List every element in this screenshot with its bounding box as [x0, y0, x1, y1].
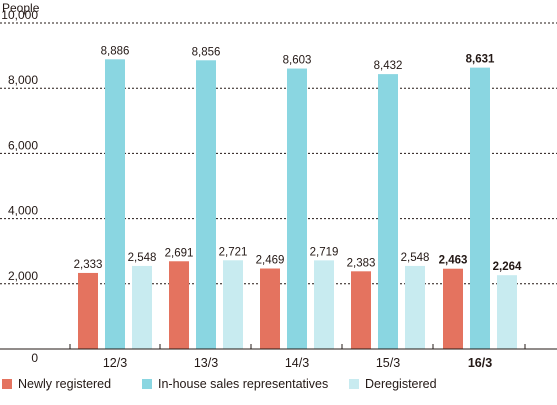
- bar-newly-registered-12-3: [78, 272, 98, 349]
- data-label-in-house-sales-representatives-13-3: 8,856: [192, 46, 221, 58]
- data-label-in-house-sales-representatives-12-3: 8,886: [101, 45, 130, 57]
- bar-deregistered-12-3: [132, 265, 152, 349]
- data-labels: 2,333 8,886 2,548 2,691 8,856 2,721 2,469 8,603…: [74, 45, 522, 273]
- data-label-newly-registered-13-3: 2,691: [165, 247, 194, 259]
- legend-item-in-house-sales: In-house sales representatives: [142, 377, 328, 391]
- bar-deregistered-15-3: [405, 265, 425, 349]
- y-tick-label: 10,000: [1, 8, 38, 22]
- y-tick-label: 6,000: [8, 138, 38, 152]
- x-axis: 12/3 13/3 14/3 15/3 16/3: [0, 344, 557, 370]
- legend-swatch-newly-registered: [2, 379, 12, 389]
- x-tick-label-16-3: 16/3: [468, 356, 492, 370]
- bar-in-house-sales-representatives-13-3: [196, 60, 216, 349]
- bar-newly-registered-16-3: [443, 268, 463, 349]
- legend-swatch-in-house-sales: [142, 379, 152, 389]
- x-tick-label-14-3: 14/3: [285, 356, 309, 370]
- bar-newly-registered-14-3: [260, 268, 280, 349]
- data-label-deregistered-12-3: 2,548: [128, 252, 157, 264]
- legend: Newly registered In-house sales represen…: [0, 377, 557, 397]
- y-tick-label: 4,000: [8, 204, 38, 218]
- legend-swatch-deregistered: [349, 379, 359, 389]
- x-tick-label-15-3: 15/3: [376, 356, 400, 370]
- data-label-in-house-sales-representatives-14-3: 8,603: [283, 55, 312, 67]
- y-axis-ticks: 0 2,000 4,000 6,000 8,000 10,000: [1, 8, 38, 365]
- legend-label-deregistered: Deregistered: [365, 377, 437, 391]
- bar-in-house-sales-representatives-15-3: [378, 74, 398, 350]
- bar-in-house-sales-representatives-16-3: [470, 67, 490, 350]
- bar-newly-registered-13-3: [169, 261, 189, 349]
- data-label-newly-registered-12-3: 2,333: [74, 259, 103, 271]
- x-tick-label-13-3: 13/3: [194, 356, 218, 370]
- data-label-newly-registered-16-3: 2,463: [439, 255, 468, 267]
- data-label-in-house-sales-representatives-15-3: 8,432: [374, 60, 403, 72]
- y-axis-label: People: [2, 1, 40, 15]
- y-tick-label: 2,000: [8, 269, 38, 283]
- bar-newly-registered-15-3: [351, 271, 371, 349]
- legend-item-newly-registered: Newly registered: [2, 377, 111, 391]
- data-label-deregistered-16-3: 2,264: [493, 261, 522, 273]
- data-label-deregistered-14-3: 2,719: [310, 246, 339, 258]
- bar-chart: People 0 2,000 4,000 6,000 8,000 10,000 2,333…: [0, 1, 557, 370]
- bar-deregistered-16-3: [497, 275, 517, 349]
- y-tick-label: 0: [31, 351, 38, 365]
- data-label-in-house-sales-representatives-16-3: 8,631: [466, 54, 495, 66]
- bar-deregistered-14-3: [314, 260, 334, 349]
- legend-label-newly-registered: Newly registered: [18, 377, 112, 391]
- x-tick-label-12-3: 12/3: [103, 356, 127, 370]
- bars: [78, 59, 517, 350]
- legend-item-deregistered: Deregistered: [349, 377, 437, 391]
- y-tick-label: 8,000: [8, 73, 38, 87]
- data-label-newly-registered-14-3: 2,469: [256, 255, 285, 267]
- data-label-newly-registered-15-3: 2,383: [347, 257, 376, 269]
- bar-in-house-sales-representatives-12-3: [105, 59, 125, 349]
- data-label-deregistered-13-3: 2,721: [219, 246, 248, 258]
- bar-in-house-sales-representatives-14-3: [287, 68, 307, 349]
- legend-label-in-house-sales: In-house sales representatives: [158, 377, 329, 391]
- bar-deregistered-13-3: [223, 260, 243, 349]
- data-label-deregistered-15-3: 2,548: [401, 252, 430, 264]
